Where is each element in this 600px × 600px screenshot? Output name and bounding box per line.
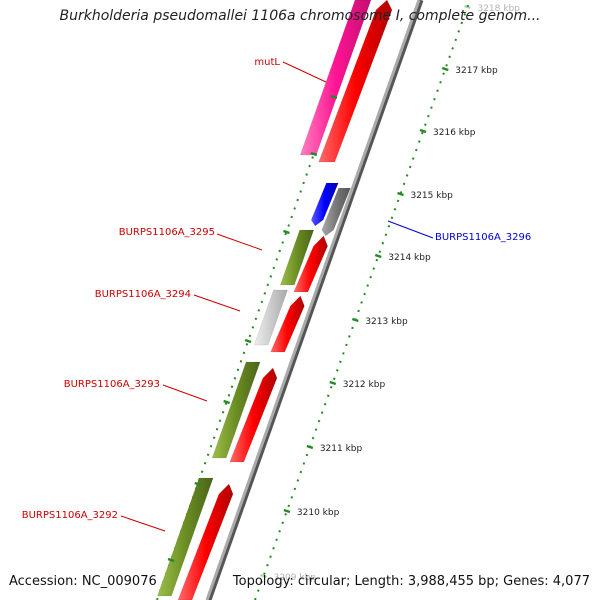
gene-label: BURPS1106A_3294 bbox=[95, 289, 191, 300]
label-leader-line bbox=[216, 233, 263, 251]
gene-label: mutL bbox=[254, 57, 280, 68]
gene-3293 bbox=[211, 361, 261, 459]
accession-text: Accession: NC_009076 bbox=[9, 574, 157, 589]
tick-mark bbox=[306, 444, 314, 450]
cds-3294 bbox=[270, 295, 305, 353]
tick-mark bbox=[397, 191, 404, 197]
backbone bbox=[205, 0, 421, 600]
tick-mark bbox=[374, 253, 382, 259]
gene-label: BURPS1106A_3295 bbox=[119, 227, 215, 238]
tick-mark bbox=[283, 229, 290, 235]
tick-mark bbox=[419, 128, 427, 134]
page-title: Burkholderia pseudomallei 1106a chromoso… bbox=[59, 8, 541, 24]
tick-mark bbox=[244, 338, 252, 344]
tick-mark bbox=[351, 317, 359, 323]
tick-label: 3218 kbp bbox=[477, 4, 520, 14]
cds-mutl bbox=[318, 0, 393, 163]
gene-label: BURPS1106A_3293 bbox=[64, 379, 160, 390]
gene-features bbox=[157, 0, 393, 600]
tick-mark bbox=[464, 4, 471, 10]
tick-label: 3209 kbp bbox=[274, 573, 317, 583]
tick-mark bbox=[330, 94, 338, 100]
tick-mark bbox=[310, 151, 318, 157]
gene-3295 bbox=[279, 229, 315, 286]
cds-3295 bbox=[293, 235, 328, 293]
gene-3294 bbox=[253, 289, 288, 346]
tick-mark bbox=[283, 508, 291, 514]
tick-mark bbox=[441, 66, 449, 72]
cds-3293 bbox=[229, 367, 278, 463]
gene-label: BURPS1106A_3296 bbox=[435, 232, 531, 243]
gene-mutl bbox=[299, 0, 372, 156]
label-leader-line bbox=[193, 294, 241, 312]
tick-label: 3213 kbp bbox=[365, 317, 408, 327]
tick-label: 3211 kbp bbox=[320, 444, 363, 454]
tick-mark bbox=[167, 557, 175, 563]
right-dotted-track bbox=[254, 0, 471, 600]
kbp-ticks: 3218 kbp 3217 kbp 3216 kbp 3215 kbp 3214 kbp… bbox=[167, 4, 520, 583]
label-leader-line bbox=[162, 384, 208, 402]
tick-mark bbox=[194, 481, 202, 487]
tick-label: 3217 kbp bbox=[455, 66, 498, 76]
tick-label: 3210 kbp bbox=[297, 508, 340, 518]
tick-mark bbox=[223, 399, 231, 405]
backbone-shadow bbox=[206, 0, 424, 600]
gene-label: BURPS1106A_3292 bbox=[22, 510, 118, 521]
gene-3296-gray bbox=[321, 188, 351, 236]
label-leader-line bbox=[387, 220, 434, 239]
summary-text: Topology: circular; Length: 3,988,455 bp… bbox=[232, 574, 590, 589]
gene-3292 bbox=[157, 477, 214, 597]
label-leader-line bbox=[282, 61, 327, 83]
tick-label: 3216 kbp bbox=[433, 128, 476, 138]
tick-label: 3215 kbp bbox=[410, 191, 453, 201]
tick-label: 3214 kbp bbox=[388, 253, 431, 263]
gene-3296-blue bbox=[311, 183, 339, 226]
gene-labels: mutL BURPS1106A_3295 BURPS1106A_3294 BURPS1… bbox=[22, 57, 531, 532]
label-leader-line bbox=[120, 515, 166, 532]
cds-3292 bbox=[177, 483, 234, 600]
tick-mark bbox=[260, 573, 267, 579]
tick-label: 3212 kbp bbox=[343, 380, 386, 390]
tick-mark bbox=[329, 380, 337, 386]
